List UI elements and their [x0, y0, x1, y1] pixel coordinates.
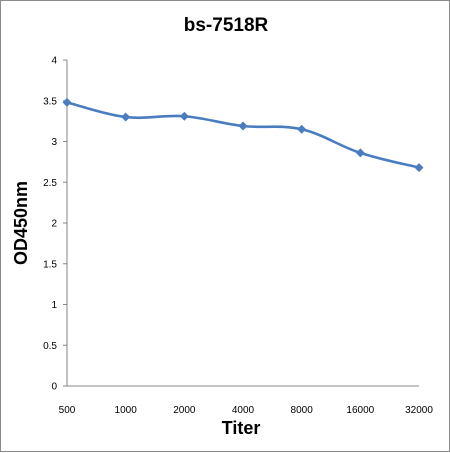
- data-point-marker: [414, 163, 424, 173]
- x-tick-label: 500: [59, 405, 76, 416]
- data-point-marker: [121, 112, 131, 122]
- data-point-marker: [238, 121, 248, 131]
- x-axis-title: Titer: [222, 418, 261, 438]
- series-line: [65, 101, 421, 169]
- x-tick-label: 8000: [291, 405, 314, 416]
- chart-title: bs-7518R: [184, 15, 269, 36]
- y-tick-label: 2: [51, 219, 57, 230]
- x-tick-label: 2000: [173, 405, 196, 416]
- y-tick-label: 1: [51, 300, 57, 311]
- data-point-marker: [297, 124, 307, 134]
- y-tick-label: 0: [51, 382, 57, 393]
- y-tick-label: 1.5: [43, 259, 57, 270]
- data-point-marker: [355, 148, 365, 158]
- x-tick-label: 4000: [232, 405, 255, 416]
- x-tick-label: 32000: [405, 405, 433, 416]
- y-axis-title: OD450nm: [11, 181, 31, 265]
- y-tick-label: 4: [51, 56, 57, 67]
- data-point-marker: [179, 111, 189, 121]
- series-group: [62, 97, 424, 173]
- y-axis-ticks: 0 0.5 1 1.5 2 2.5 3 3.5 4: [43, 56, 67, 393]
- y-tick-label: 3.5: [43, 96, 57, 107]
- y-tick-label: 3: [51, 137, 57, 148]
- x-tick-label: 1000: [115, 405, 138, 416]
- x-tick-label: 16000: [346, 405, 374, 416]
- y-tick-label: 0.5: [43, 341, 57, 352]
- y-tick-label: 2.5: [43, 178, 57, 189]
- data-point-marker: [62, 97, 72, 107]
- x-axis-ticks: 500 1000 2000 4000 8000 16000 32000: [59, 405, 434, 416]
